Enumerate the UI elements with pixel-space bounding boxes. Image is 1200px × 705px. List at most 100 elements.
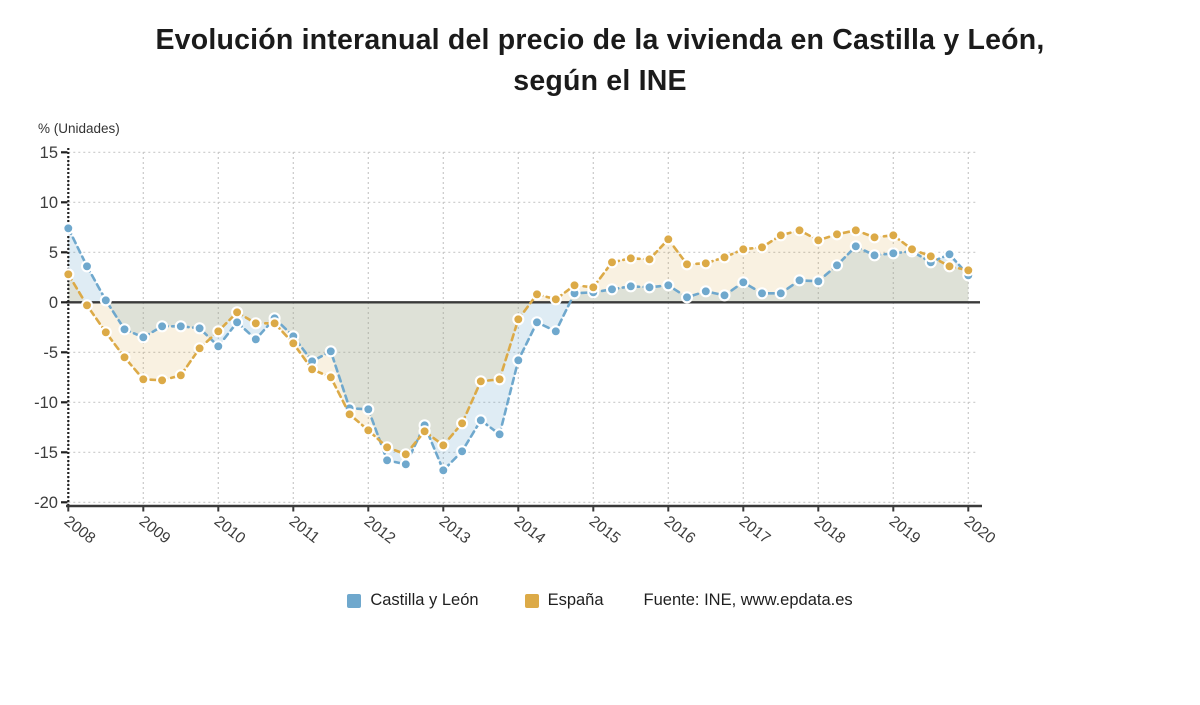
point-castilla[interactable] (549, 325, 562, 338)
point-espana[interactable] (962, 264, 975, 277)
x-tick-label: 2009 (136, 513, 174, 548)
point-castilla[interactable] (99, 294, 112, 307)
point-castilla[interactable] (399, 458, 412, 471)
point-castilla[interactable] (362, 403, 375, 416)
point-espana[interactable] (343, 408, 356, 421)
point-castilla[interactable] (718, 289, 731, 302)
point-espana[interactable] (830, 228, 844, 241)
point-espana[interactable] (512, 313, 525, 326)
point-espana[interactable] (662, 233, 675, 246)
point-espana[interactable] (868, 231, 881, 244)
point-espana[interactable] (212, 325, 225, 338)
point-espana[interactable] (493, 373, 506, 386)
point-espana[interactable] (118, 351, 131, 364)
point-espana[interactable] (99, 326, 112, 339)
point-castilla[interactable] (624, 280, 637, 293)
point-espana[interactable] (287, 337, 300, 350)
y-tick-label: 0 (49, 294, 58, 312)
point-castilla[interactable] (80, 260, 94, 273)
point-espana[interactable] (80, 299, 94, 312)
point-espana[interactable] (905, 243, 919, 256)
point-castilla[interactable] (493, 428, 506, 441)
point-espana[interactable] (587, 281, 600, 294)
point-espana[interactable] (249, 317, 262, 330)
point-castilla[interactable] (830, 259, 844, 272)
point-castilla[interactable] (324, 345, 337, 358)
point-castilla[interactable] (755, 287, 769, 300)
point-castilla[interactable] (193, 322, 206, 335)
point-espana[interactable] (737, 243, 750, 256)
legend-label-castilla: Castilla y León (370, 591, 479, 609)
point-castilla[interactable] (174, 320, 187, 333)
point-castilla[interactable] (62, 222, 75, 235)
point-castilla[interactable] (381, 454, 394, 467)
point-castilla[interactable] (530, 316, 544, 329)
point-castilla[interactable] (249, 333, 262, 346)
point-espana[interactable] (924, 250, 937, 263)
point-espana[interactable] (680, 258, 694, 271)
x-tick-label: 2015 (586, 513, 624, 548)
point-espana[interactable] (793, 224, 806, 237)
point-espana[interactable] (755, 241, 769, 254)
point-castilla[interactable] (474, 414, 487, 427)
x-tick-label: 2020 (961, 513, 999, 548)
point-espana[interactable] (137, 373, 150, 386)
point-espana[interactable] (699, 257, 712, 270)
chart-title-line1: Evolución interanual del precio de la vi… (155, 24, 1045, 56)
y-tick-label: 15 (40, 144, 58, 162)
point-espana[interactable] (474, 375, 487, 388)
point-espana[interactable] (193, 342, 206, 355)
point-espana[interactable] (231, 306, 244, 319)
point-espana[interactable] (399, 448, 412, 461)
point-espana[interactable] (268, 317, 281, 330)
point-espana[interactable] (418, 425, 431, 438)
point-castilla[interactable] (680, 291, 694, 304)
point-castilla[interactable] (456, 445, 469, 458)
point-castilla[interactable] (887, 247, 900, 260)
point-espana[interactable] (605, 256, 619, 269)
point-castilla[interactable] (643, 281, 656, 294)
point-espana[interactable] (943, 260, 956, 273)
legend-item-castilla-y-leon[interactable]: Castilla y León (347, 591, 479, 610)
point-castilla[interactable] (156, 320, 169, 333)
point-castilla[interactable] (849, 240, 862, 253)
x-tick-label: 2012 (361, 513, 399, 548)
point-espana[interactable] (530, 288, 544, 301)
point-castilla[interactable] (605, 283, 619, 296)
point-espana[interactable] (381, 441, 394, 454)
point-castilla[interactable] (437, 464, 450, 477)
point-espana[interactable] (437, 439, 450, 452)
point-espana[interactable] (156, 374, 169, 387)
point-espana[interactable] (62, 268, 75, 281)
point-espana[interactable] (624, 252, 637, 265)
point-espana[interactable] (324, 371, 337, 384)
legend-item-espana[interactable]: España (524, 591, 604, 610)
point-espana[interactable] (812, 234, 825, 247)
point-castilla[interactable] (699, 285, 712, 298)
point-castilla[interactable] (512, 354, 525, 367)
point-espana[interactable] (718, 251, 731, 264)
point-espana[interactable] (456, 417, 469, 430)
point-castilla[interactable] (793, 274, 806, 287)
point-castilla[interactable] (118, 323, 131, 336)
legend-swatch-espana-icon (524, 593, 539, 608)
point-castilla[interactable] (137, 331, 150, 344)
point-castilla[interactable] (774, 287, 787, 300)
point-castilla[interactable] (868, 249, 881, 262)
point-espana[interactable] (362, 424, 375, 437)
point-castilla[interactable] (212, 340, 225, 353)
point-espana[interactable] (306, 363, 319, 376)
point-espana[interactable] (849, 224, 862, 237)
point-espana[interactable] (568, 279, 581, 292)
point-castilla[interactable] (231, 316, 244, 329)
point-castilla[interactable] (662, 279, 675, 292)
point-espana[interactable] (643, 253, 656, 266)
point-castilla[interactable] (812, 275, 825, 288)
point-castilla[interactable] (943, 248, 956, 261)
x-axis-tick-labels: 2008 2009 2010 2011 2012 2013 2014 2015 2016 2017… (61, 513, 999, 548)
point-espana[interactable] (887, 229, 900, 242)
point-espana[interactable] (549, 293, 562, 306)
point-espana[interactable] (174, 369, 187, 382)
point-castilla[interactable] (737, 276, 750, 289)
point-espana[interactable] (774, 229, 787, 242)
